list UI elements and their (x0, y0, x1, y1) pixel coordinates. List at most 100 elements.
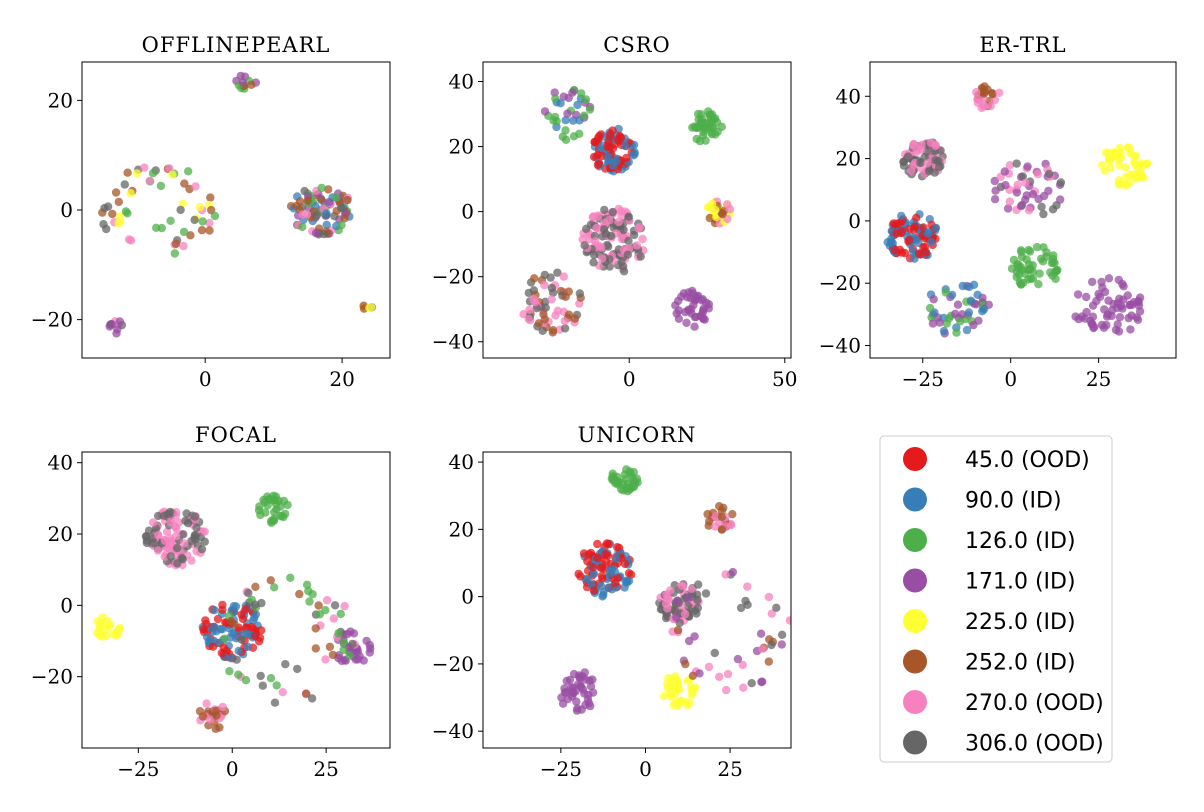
scatter-point (1121, 163, 1130, 172)
scatter-point (540, 107, 550, 116)
scatter-point (269, 516, 279, 525)
scatter-point (700, 315, 709, 324)
scatter-point (311, 644, 320, 653)
scatter-point (930, 168, 939, 177)
x-tick-label: −25 (117, 757, 159, 781)
scatter-point (303, 196, 312, 205)
scatter-point (123, 168, 132, 177)
subplot-unicorn: UNICORN −25 0 25 −40 −20 0 20 40 (432, 423, 792, 781)
scatter-point (121, 207, 131, 216)
legend-marker (903, 447, 927, 471)
scatter-point (197, 545, 207, 554)
scatter-point (1034, 280, 1043, 289)
scatter-point (102, 224, 111, 234)
scatter-point (311, 624, 320, 633)
scatter-point (266, 674, 276, 683)
scatter-point (1088, 312, 1098, 321)
scatter-point (685, 636, 694, 646)
scatter-point (699, 306, 708, 315)
scatter-point (772, 603, 781, 612)
scatter-point (1124, 313, 1133, 323)
scatter-point (171, 239, 181, 248)
scatter-point (682, 318, 691, 327)
axes-frame (81, 451, 391, 749)
scatter-point (696, 117, 706, 127)
scatter-points (883, 82, 1152, 338)
scatter-point (202, 619, 211, 629)
scatter-point (270, 698, 280, 707)
scatter-point (688, 671, 698, 680)
scatter-point (785, 616, 791, 625)
scatter-point (116, 217, 125, 226)
scatter-point (623, 486, 632, 496)
x-tick-label: 25 (1086, 367, 1111, 391)
y-tick-label: 0 (60, 198, 73, 222)
x-tick-label: 0 (623, 367, 636, 391)
scatter-point (145, 176, 154, 185)
scatter-point (672, 309, 681, 318)
scatter-point (172, 524, 181, 533)
scatter-point (540, 280, 549, 290)
scatter-point (972, 88, 981, 97)
scatter-point (577, 89, 586, 98)
scatter-point (617, 211, 626, 220)
scatter-point (234, 646, 243, 656)
scatter-point (1114, 176, 1124, 185)
scatter-point (1024, 206, 1034, 215)
scatter-point (340, 601, 349, 611)
scatter-point (157, 223, 166, 233)
scatter-point (244, 588, 253, 598)
scatter-point (733, 654, 743, 664)
scatter-point (336, 609, 345, 619)
scatter-point (722, 685, 731, 695)
scatter-point (225, 667, 234, 676)
scatter-point (922, 248, 931, 257)
scatter-point (120, 180, 129, 189)
scatter-point (258, 681, 267, 690)
scatter-point (1044, 186, 1053, 196)
scatter-point (1094, 289, 1103, 299)
scatter-point (1130, 152, 1139, 161)
scatter-point (701, 589, 711, 598)
scatter-point (570, 314, 580, 323)
scatter-point (634, 224, 643, 233)
scatter-point (190, 512, 200, 521)
scatter-point (756, 629, 766, 638)
scatter-point (1118, 279, 1127, 289)
scatter-point (695, 669, 704, 678)
scatter-point (166, 216, 175, 225)
scatter-point (301, 689, 311, 698)
scatter-point (694, 109, 703, 119)
scatter-point (126, 189, 135, 198)
scatter-point (172, 531, 181, 541)
scatter-point (663, 604, 672, 613)
scatter-point (218, 702, 227, 712)
y-tick-label: 20 (48, 522, 73, 546)
y-tick-label: −20 (31, 665, 73, 689)
scatter-point (283, 500, 292, 510)
subplot-title: CSRO (603, 33, 670, 57)
scatter-point (295, 197, 305, 206)
scatter-point (314, 601, 323, 610)
scatter-point (589, 212, 598, 221)
y-tick-label: 20 (48, 88, 73, 112)
scatter-point (560, 688, 569, 697)
scatter-point (340, 214, 349, 223)
x-tick-label: 0 (226, 757, 239, 781)
legend-marker (903, 528, 927, 552)
scatter-point (632, 241, 642, 250)
scatter-point (664, 674, 673, 683)
scatter-point (611, 578, 620, 587)
scatter-point (935, 318, 944, 327)
scatter-point (601, 557, 611, 566)
scatter-point (270, 583, 279, 592)
scatter-point (1073, 290, 1083, 299)
scatter-point (931, 223, 941, 233)
scatter-point (581, 95, 591, 104)
legend: 45.0 (OOD) 90.0 (ID) 126.0 (ID) 171.0 (ID) 2… (879, 435, 1113, 763)
scatter-point (589, 250, 599, 260)
scatter-point (1032, 242, 1042, 252)
scatter-point (739, 683, 748, 692)
scatter-point (198, 712, 208, 721)
scatter-point (593, 539, 602, 549)
